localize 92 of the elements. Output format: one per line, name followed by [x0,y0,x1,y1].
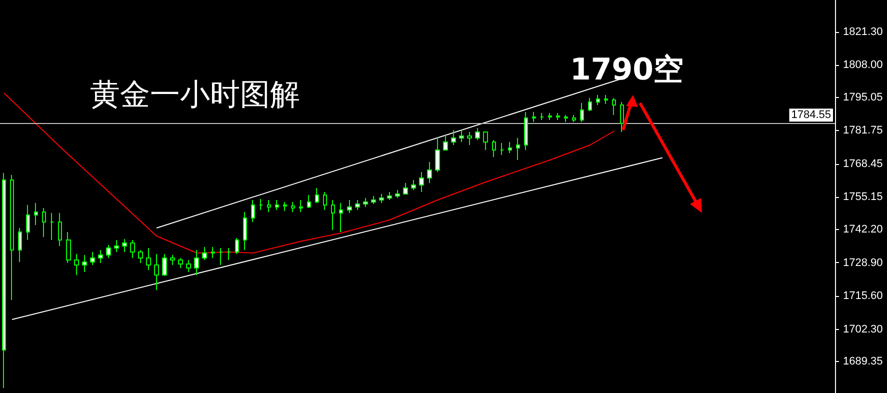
candlestick [146,248,151,270]
candlestick [459,130,464,142]
candlestick [283,202,287,212]
y-tick-label: 1768.45 [843,158,883,170]
candlestick [194,250,199,276]
candlestick [596,94,600,106]
candlestick [130,240,135,258]
candlestick [339,202,343,232]
candlestick [243,212,247,250]
candlestick [106,244,111,258]
candlestick [564,114,568,122]
candlestick [315,188,319,204]
candlestick [371,196,376,204]
y-tick-label: 1702.30 [843,323,883,336]
candlestick [34,202,38,226]
candlestick [178,258,183,268]
candlestick [580,102,584,122]
candlestick [395,190,400,198]
candlestick [299,200,303,212]
candlestick [548,112,552,120]
candlestick [42,208,46,238]
y-tick-label: 1689.35 [843,356,883,368]
y-tick-label: 1742.20 [843,224,883,236]
candlestick [170,254,175,266]
candlestick [612,98,616,116]
candlestick [90,252,95,266]
candlestick [259,198,263,210]
candlestick [323,192,327,210]
candlestick [427,162,432,184]
candlestick [98,250,103,264]
candlestick [251,200,255,222]
candlestick [403,182,408,194]
y-tick-label: 1795.05 [843,91,883,104]
candlestick [411,180,416,190]
candlestick [186,260,191,272]
text: 黄金一小时图解 [90,78,300,112]
candlestick [524,112,528,150]
candlestick [211,246,215,258]
candlestick [162,254,167,276]
candlestick [74,254,79,276]
candlestick [451,130,456,146]
candlestick [355,200,360,210]
candlestick [267,200,271,212]
candlestick [331,200,335,230]
candlestick [532,112,536,122]
candlestick [50,212,54,240]
candlestick [556,112,560,120]
candlestick [227,248,231,260]
candlestick [435,136,440,172]
candlestick [363,198,368,208]
candlestick [483,132,488,150]
candlestick [122,238,127,252]
candlestick [307,194,311,208]
candlestick [18,228,22,262]
candlestick [235,238,239,254]
ref-line-label: 1784.55 [791,109,831,122]
candlestick [500,142,504,156]
candlestick [387,192,392,200]
candlestick [154,254,159,290]
candlestick [291,202,295,212]
candlestick [2,172,6,388]
candlestick [82,254,87,272]
candlestick [516,138,520,160]
candlestick [508,142,512,154]
candlestick [275,200,279,210]
y-tick-label: 1715.60 [843,290,883,302]
candlestick [379,194,384,204]
y-tick-label: 1808.00 [843,59,883,71]
candlestick [10,174,14,300]
candlestick [138,250,143,264]
y-tick-label: 1728.90 [843,256,883,269]
candlestick [443,134,448,150]
candlestick [588,98,592,112]
candlestick [492,140,496,158]
candlestick [58,212,62,246]
candlestick [475,128,480,140]
annotation: 1790空 [570,52,684,88]
candlestick [419,172,424,192]
candlestick [604,94,608,104]
candlestick [202,246,207,260]
candlestick [467,132,472,146]
y-tick-label: 1781.75 [843,124,883,137]
candlestick [114,240,119,252]
candlestick [26,204,30,240]
candlestick [347,200,352,214]
candlestick [66,232,71,264]
candlestick [219,248,223,266]
y-tick-label: 1821.30 [843,26,883,38]
candlestick [572,114,576,122]
candlestick [620,102,624,132]
candlestick [540,112,544,120]
y-tick-label: 1755.15 [843,191,883,204]
